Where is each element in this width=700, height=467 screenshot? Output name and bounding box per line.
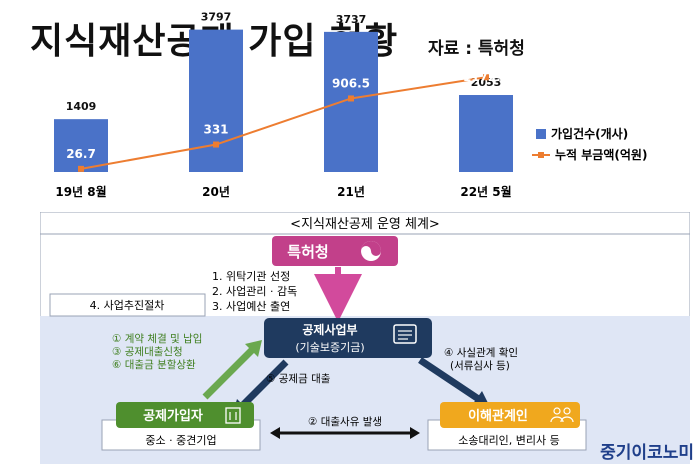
bar-4: [459, 95, 513, 172]
kipo-step-3: 3. 사업예산 출연: [212, 300, 290, 313]
kipo-label: 특허청: [287, 243, 328, 261]
line-series: [80, 76, 487, 170]
line-value-label-2: 331: [203, 123, 228, 137]
legend-line-marker: [538, 152, 544, 158]
category-label-1: 19년 8월: [55, 184, 106, 199]
member-to-central-arrow: [202, 340, 262, 400]
document-icon: [393, 324, 417, 344]
loan-step: ⑤ 공제금 대출: [266, 373, 331, 385]
stakeholder-title: 이해관계인: [468, 408, 528, 424]
legend-bar-label: 가입건수(개사): [551, 126, 628, 141]
category-label-4: 22년 5월: [460, 184, 511, 199]
procedure-box: [49, 293, 206, 317]
stakeholder-subtitle: 소송대리인, 변리사 등: [458, 434, 560, 447]
member-step-2: ③ 공제대출신청: [112, 346, 183, 358]
fact-check-step: ④ 사실관계 확인: [444, 346, 518, 359]
kipo-step-1: 1. 위탁기관 선정: [212, 270, 290, 283]
line-value-label-1: 26.7: [66, 147, 96, 161]
line-point-3: [348, 95, 354, 102]
legend-line-label: 누적 부금액(억원): [555, 147, 647, 162]
category-label-3: 21년: [337, 185, 365, 199]
kipo-step-2: 2. 사업관리 · 감독: [212, 285, 297, 298]
bar-value-label-1: 1409: [66, 100, 97, 113]
brand-watermark: 중기이코노미: [600, 443, 694, 463]
member-step-1: ① 계약 체결 및 납입: [112, 332, 202, 345]
central-title: 공제사업부: [302, 322, 357, 337]
bar-2: [189, 29, 243, 172]
line-value-label-4: 1172.1: [463, 70, 509, 84]
fact-check-detail: (서류심사 등): [450, 360, 510, 372]
cause-double-arrow: [270, 427, 420, 439]
operation-diagram: <지식재산공제 운영 체계> 4. 사업추진절차 특허청 1. 위탁기관 선정 …: [40, 212, 690, 464]
building-icon: [225, 407, 241, 424]
central-box: [264, 318, 432, 358]
line-point-2: [213, 141, 219, 148]
member-subtitle: 중소 · 중견기업: [145, 434, 216, 447]
member-step-3: ⑥ 대출금 분할상환: [112, 359, 196, 371]
bar-3: [324, 31, 378, 172]
stakeholder-box: [440, 402, 580, 428]
people-icon: [550, 407, 574, 423]
line-point-4: [483, 74, 489, 81]
source-label: 자료 : 특허청: [428, 39, 525, 59]
member-box: [116, 402, 254, 428]
line-value-label-3: 906.5: [332, 76, 370, 90]
bar-value-label-3: 3737: [336, 13, 367, 26]
diagram-header: <지식재산공제 운영 체계>: [290, 217, 440, 232]
bar-value-label-2: 3797: [201, 11, 232, 24]
central-subtitle: (기술보증기금): [295, 341, 364, 354]
legend-bar-swatch: [536, 129, 546, 139]
line-point-1: [78, 165, 84, 172]
category-label-2: 20년: [202, 185, 230, 199]
cause-step: ② 대출사유 발생: [308, 416, 382, 428]
member-title: 공제가입자: [143, 409, 203, 424]
procedure-label: 4. 사업추진절차: [90, 299, 165, 312]
bar-1: [54, 119, 108, 172]
kipo-logo-icon: [361, 241, 381, 261]
